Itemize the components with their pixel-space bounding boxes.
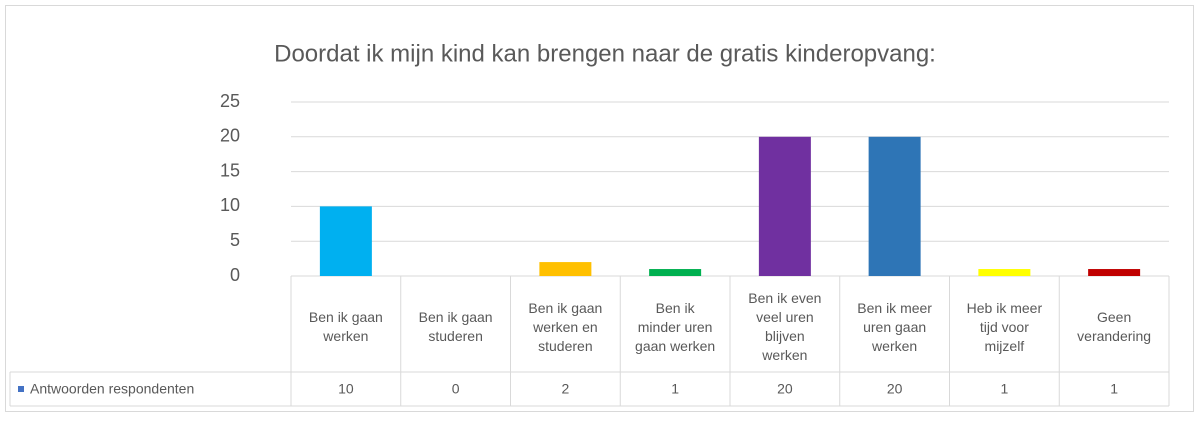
y-tick-label: 20 bbox=[220, 126, 240, 146]
x-tick-label-box: Ben ik minder uren gaan werken bbox=[635, 299, 716, 354]
table-value: 1 bbox=[1000, 381, 1008, 397]
table-value: 1 bbox=[671, 381, 679, 397]
y-tick-label: 0 bbox=[230, 265, 240, 285]
bar bbox=[868, 136, 921, 276]
y-tick-label: 10 bbox=[220, 195, 240, 215]
x-tick-label-box: Geen verandering bbox=[1077, 309, 1152, 344]
x-tick-label-box: Ben ik gaan studeren bbox=[418, 309, 493, 344]
x-tick-label-box: Ben ik gaan werken bbox=[308, 309, 383, 344]
bar bbox=[978, 269, 1031, 276]
x-tick-label-box: Heb ik meer tijd voor mijzelf bbox=[966, 299, 1043, 354]
x-tick-label: Ben ik even veel uren blijven werken bbox=[748, 290, 822, 363]
y-tick-label: 15 bbox=[220, 160, 240, 180]
x-tick-label: Geen verandering bbox=[1077, 309, 1152, 344]
y-tick-label: 5 bbox=[230, 230, 240, 250]
legend-label: Antwoorden respondenten bbox=[30, 381, 194, 397]
table-value: 0 bbox=[452, 381, 460, 397]
table-value: 2 bbox=[561, 381, 569, 397]
table-value: 20 bbox=[777, 381, 793, 397]
bar bbox=[758, 136, 811, 276]
bar bbox=[1088, 269, 1141, 276]
x-tick-label: Ben ik gaan werken en studeren bbox=[528, 299, 603, 354]
x-tick-label-box: Ben ik even veel uren blijven werken bbox=[748, 290, 822, 363]
chart-border bbox=[5, 5, 1194, 412]
legend-marker bbox=[18, 386, 24, 392]
x-tick-label: Ben ik meer uren gaan werken bbox=[857, 299, 932, 354]
chart-title: Doordat ik mijn kind kan brengen naar de… bbox=[274, 40, 936, 67]
x-tick-label-box: Ben ik gaan werken en studeren bbox=[528, 299, 603, 354]
x-tick-label: Ben ik gaan werken bbox=[308, 309, 383, 344]
bar bbox=[539, 262, 592, 276]
x-tick-label-box: Ben ik meer uren gaan werken bbox=[857, 299, 932, 354]
y-tick-label: 25 bbox=[220, 91, 240, 111]
table-value: 10 bbox=[338, 381, 354, 397]
x-tick-label: Heb ik meer tijd voor mijzelf bbox=[966, 299, 1043, 354]
bar bbox=[319, 206, 372, 276]
table-value: 20 bbox=[887, 381, 903, 397]
x-tick-label: Ben ik minder uren gaan werken bbox=[635, 299, 716, 354]
bar bbox=[649, 269, 702, 276]
table-value: 1 bbox=[1110, 381, 1118, 397]
x-tick-label: Ben ik gaan studeren bbox=[418, 309, 493, 344]
